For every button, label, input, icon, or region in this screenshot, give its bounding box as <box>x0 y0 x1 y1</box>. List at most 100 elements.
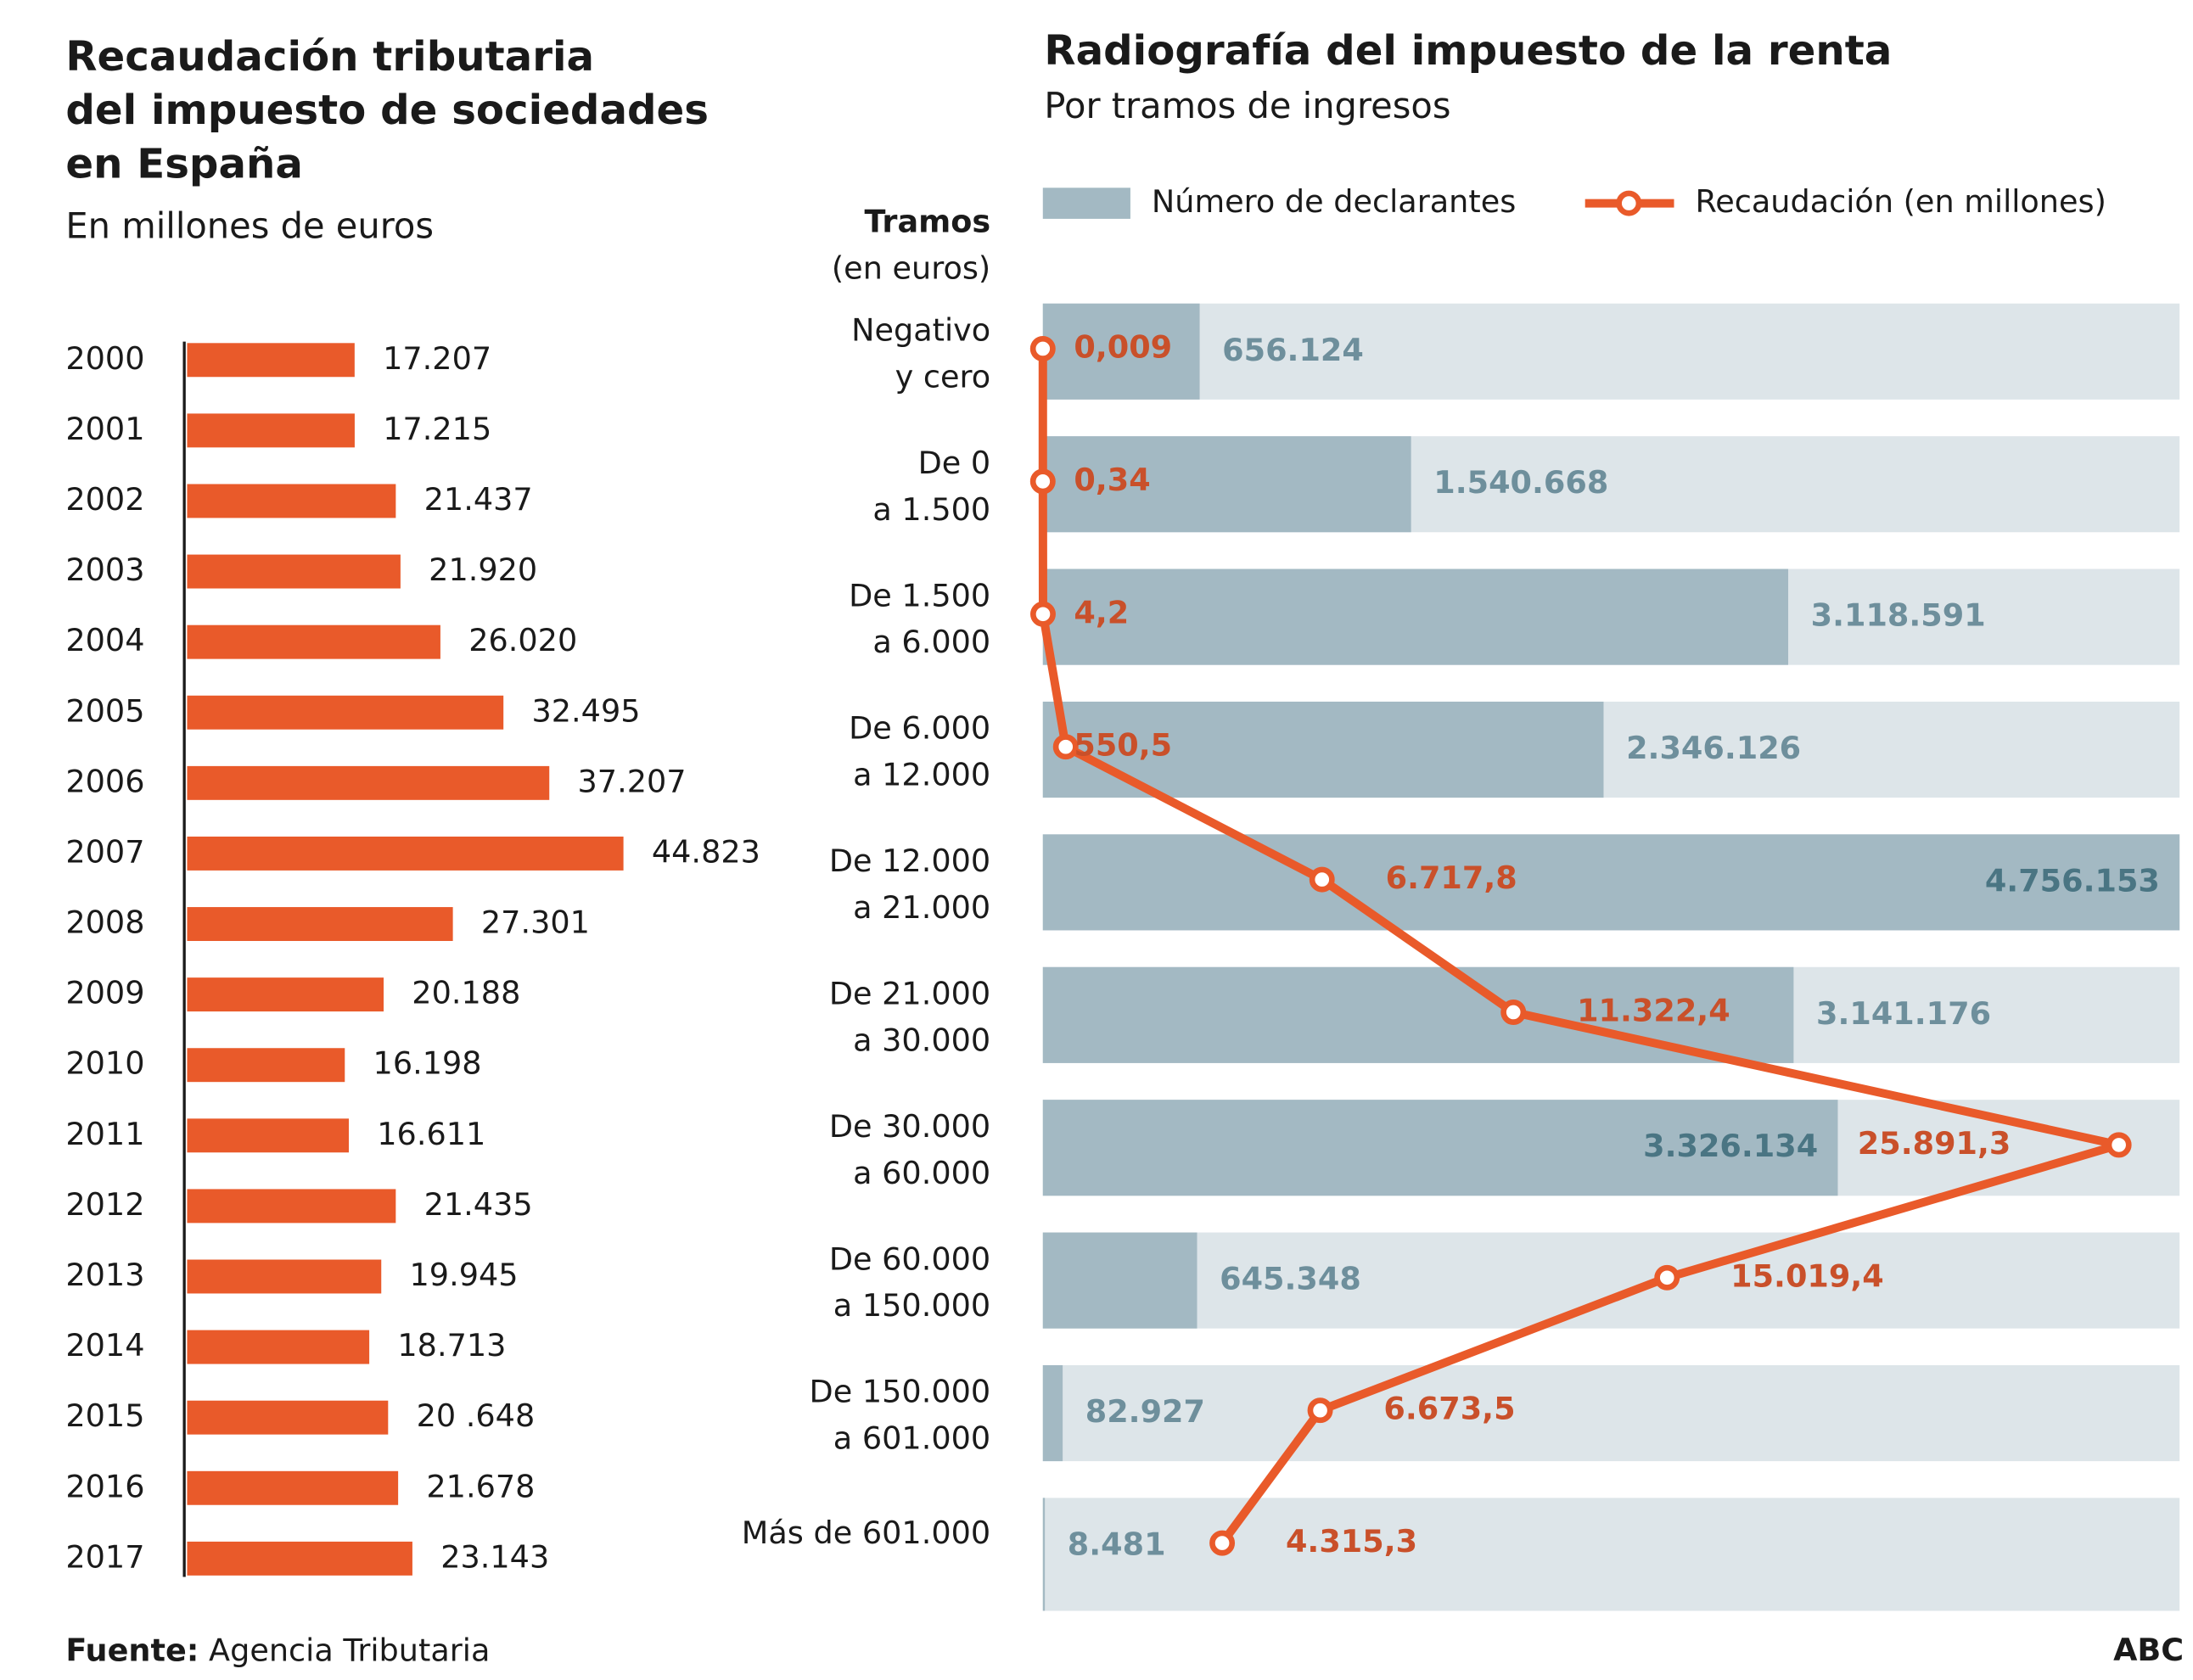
y-tick-label: a 150.000 <box>833 1287 990 1324</box>
data-label: 37.207 <box>578 763 687 799</box>
bar <box>187 624 440 659</box>
chart-title: Radiografía del impuesto de la renta <box>1044 27 1892 75</box>
bar <box>187 413 355 448</box>
data-label: 4.756.153 <box>1985 862 2160 899</box>
bar <box>1042 1364 1063 1462</box>
y-tick-label: a 21.000 <box>853 889 990 926</box>
data-label: 25.891,3 <box>1858 1125 2011 1162</box>
data-label: 0,009 <box>1074 328 1172 365</box>
row-background <box>1042 1498 2180 1611</box>
bar <box>1042 436 1411 533</box>
y-tick-label: 2005 <box>65 692 144 729</box>
data-label: 3.326.134 <box>1643 1128 1818 1164</box>
data-label: 6.673,5 <box>1383 1391 1515 1427</box>
line-marker <box>1654 1264 1680 1291</box>
source: Fuente: Agencia Tributaria <box>65 1632 490 1668</box>
source-label: Fuente: <box>65 1632 199 1668</box>
y-tick-label: 2011 <box>65 1116 144 1152</box>
data-label: 21.920 <box>429 552 537 588</box>
data-label: 15.019,4 <box>1730 1257 1884 1294</box>
y-tick-label: 2003 <box>65 552 144 588</box>
line-marker <box>2106 1132 2132 1158</box>
y-tick-label: De 12.000 <box>829 843 990 879</box>
bar <box>187 907 453 941</box>
bar <box>1042 1100 1838 1196</box>
y-tick-label: 2004 <box>65 622 144 658</box>
y-tick-label: 2000 <box>65 340 144 377</box>
bar <box>1042 303 1200 400</box>
y-tick-label: 2010 <box>65 1045 144 1082</box>
y-tick-label: 2014 <box>65 1327 144 1364</box>
y-tick-label: a 1.500 <box>872 491 990 528</box>
chart-subtitle: En millones de euros <box>65 205 434 247</box>
data-label: 44.823 <box>652 833 760 870</box>
legend-marker <box>1616 190 1642 216</box>
bar <box>1042 568 1789 665</box>
axis-label: (en euros) <box>832 249 990 286</box>
legend-label: Recaudación (en millones) <box>1695 183 2106 220</box>
bar <box>187 1470 399 1505</box>
credit: ABC <box>2113 1632 2184 1668</box>
data-label: 550,5 <box>1074 727 1172 764</box>
data-label: 19.945 <box>410 1257 519 1293</box>
bar <box>187 1048 345 1083</box>
bar <box>187 977 384 1012</box>
y-tick-label: 2016 <box>65 1468 144 1504</box>
line-marker <box>1030 601 1056 627</box>
chart-title: del impuesto de sociedades <box>65 87 709 134</box>
data-label: 4.315,3 <box>1286 1523 1417 1560</box>
line <box>1038 348 2123 1546</box>
y-tick-label: 2002 <box>65 481 144 518</box>
data-label: 2.346.126 <box>1626 730 1801 766</box>
bar <box>187 343 355 378</box>
data-label: 32.495 <box>531 692 640 729</box>
row-background <box>1042 1232 2180 1329</box>
data-label: 21.437 <box>424 481 533 518</box>
data-label: 3.141.176 <box>1816 995 1991 1032</box>
bar <box>187 836 624 871</box>
row-background <box>1042 303 2180 400</box>
bar <box>1042 834 2180 931</box>
data-label: 21.435 <box>424 1186 533 1223</box>
bar <box>187 554 401 589</box>
data-label: 6.717,8 <box>1386 860 1517 896</box>
y-tick-label: a 60.000 <box>853 1155 990 1191</box>
chart-subtitle: Por tramos de ingresos <box>1044 85 1450 126</box>
data-label: 3.118.591 <box>1811 597 1986 634</box>
bar <box>187 1330 370 1364</box>
y-tick-label: De 0 <box>918 445 991 481</box>
y-tick-label: De 150.000 <box>810 1374 991 1410</box>
line-marker <box>1029 336 1056 361</box>
y-tick-label: De 21.000 <box>829 976 990 1012</box>
data-label: 0,34 <box>1074 462 1150 498</box>
data-label: 82.927 <box>1085 1393 1205 1430</box>
y-tick-label: De 60.000 <box>829 1240 990 1277</box>
line-marker <box>1500 1000 1527 1025</box>
data-label: 1.540.668 <box>1433 464 1608 501</box>
y-tick-label: 2009 <box>65 975 144 1011</box>
y-tick-label: Negativo <box>851 312 990 349</box>
y-tick-label: a 6.000 <box>872 624 990 660</box>
bar <box>1042 1232 1197 1329</box>
y-tick-label: 2008 <box>65 904 144 941</box>
y-tick-label: 2012 <box>65 1186 144 1223</box>
data-label: 17.215 <box>383 411 491 447</box>
data-label: 16.198 <box>373 1045 482 1082</box>
data-label: 16.611 <box>377 1116 485 1152</box>
data-label: 23.143 <box>440 1538 549 1575</box>
chart-title: Recaudación tributaria <box>65 33 594 81</box>
y-tick-label: De 6.000 <box>849 710 990 747</box>
line-marker <box>1309 866 1335 893</box>
line-marker <box>1052 734 1079 760</box>
y-tick-label: Más de 601.000 <box>742 1515 990 1551</box>
source-text: Agencia Tributaria <box>209 1632 490 1668</box>
data-label: 17.207 <box>383 340 491 377</box>
bar <box>187 1400 389 1435</box>
data-label: 26.020 <box>468 622 577 658</box>
bar <box>187 1118 350 1153</box>
data-label: 20.188 <box>412 975 520 1011</box>
data-label: 11.322,4 <box>1577 992 1730 1028</box>
y-tick-label: 2013 <box>65 1257 144 1293</box>
y-tick-label: a 12.000 <box>853 757 990 793</box>
y-tick-label: 2006 <box>65 763 144 799</box>
